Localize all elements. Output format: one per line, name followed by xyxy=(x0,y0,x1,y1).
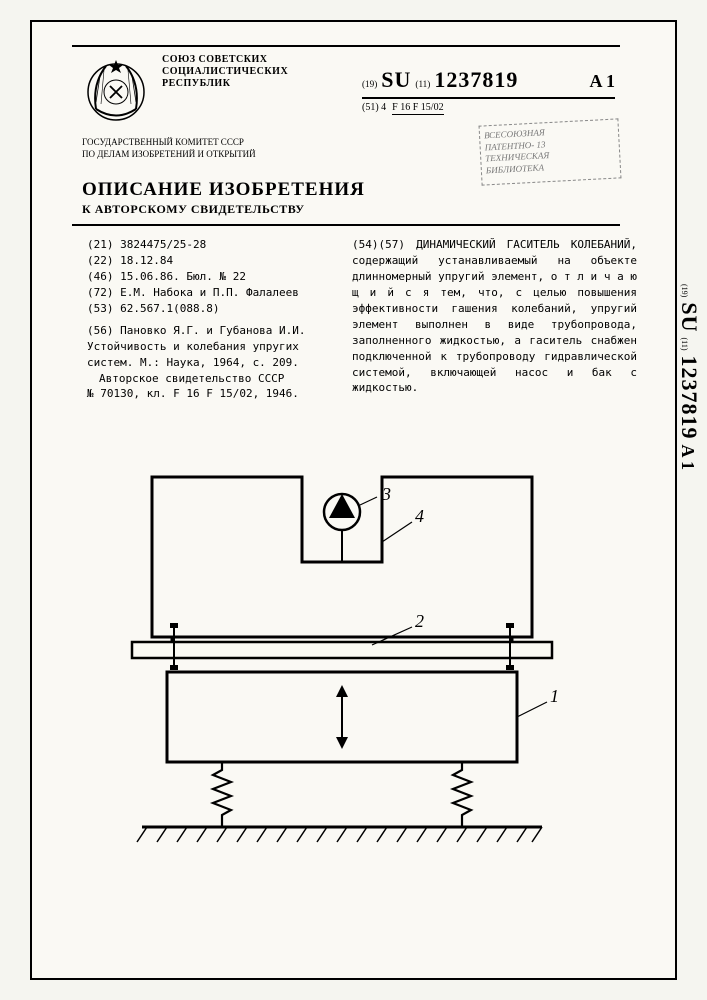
committee-line: ПО ДЕЛАМ ИЗОБРЕТЕНИЙ И ОТКРЫТИЙ xyxy=(82,149,302,161)
org-name: СОЮЗ СОВЕТСКИХ СОЦИАЛИСТИЧЕСКИХ РЕСПУБЛИ… xyxy=(162,54,322,90)
committee-name: ГОСУДАРСТВЕННЫЙ КОМИТЕТ СССР ПО ДЕЛАМ ИЗ… xyxy=(82,137,302,160)
field-46: (46) 15.06.86. Бюл. № 22 xyxy=(87,269,327,285)
ground-hatch-icon xyxy=(137,827,542,842)
figure-label-3: 3 xyxy=(381,484,391,504)
field-53: (53) 62.567.1(088.8) xyxy=(87,301,327,317)
code-11-label: (11) xyxy=(680,337,689,350)
rule-mid xyxy=(72,224,620,226)
ipc-classification: (51) 4 F 16 F 15/02 xyxy=(362,102,444,115)
code-11-label: (11) xyxy=(415,79,430,89)
abstract-text: (54)(57) ДИНАМИЧЕСКИЙ ГАСИТЕЛЬ КОЛЕБАНИЙ… xyxy=(352,237,637,396)
org-line: СОЮЗ СОВЕТСКИХ xyxy=(162,54,322,66)
country-code: SU xyxy=(676,302,702,332)
field-22: (22) 18.12.84 xyxy=(87,253,327,269)
document-id: (19) SU (11) 1237819 A 1 xyxy=(362,67,615,99)
spine-id: (19) SU (11) 1237819 A 1 xyxy=(676,284,702,470)
field-56: Устойчивость и колебания упругих xyxy=(87,339,327,355)
code-19-label: (19) xyxy=(680,284,689,297)
doc-subtitle: К АВТОРСКОМУ СВИДЕТЕЛЬСТВУ xyxy=(82,202,305,217)
org-line: СОЦИАЛИСТИЧЕСКИХ xyxy=(162,66,322,78)
doc-title: ОПИСАНИЕ ИЗОБРЕТЕНИЯ xyxy=(82,179,365,201)
patent-number: 1237819 xyxy=(676,355,702,439)
patent-number: 1237819 xyxy=(434,67,518,93)
field-56: (56) Пановко Я.Г. и Губанова И.И. xyxy=(87,323,327,339)
kind-code: A 1 xyxy=(589,71,615,92)
ipc-code: F 16 F 15/02 xyxy=(392,102,443,115)
page-frame: СОЮЗ СОВЕТСКИХ СОЦИАЛИСТИЧЕСКИХ РЕСПУБЛИ… xyxy=(30,20,677,980)
country-code: SU xyxy=(381,67,411,93)
figure-label-2: 2 xyxy=(415,611,424,631)
figure-label-4: 4 xyxy=(415,506,424,526)
field-56: Авторское свидетельство СССР xyxy=(87,371,327,387)
committee-line: ГОСУДАРСТВЕННЫЙ КОМИТЕТ СССР xyxy=(82,137,302,149)
code-19-label: (19) xyxy=(362,79,377,89)
figure-label-1: 1 xyxy=(550,686,559,706)
kind-code: A 1 xyxy=(677,444,698,470)
field-56: систем. М.: Наука, 1964, с. 209. xyxy=(87,355,327,371)
field-72: (72) Е.М. Набока и П.П. Фалалеев xyxy=(87,285,327,301)
field-56: № 70130, кл. F 16 F 15/02, 1946. xyxy=(87,386,327,402)
org-line: РЕСПУБЛИК xyxy=(162,78,322,90)
field-21: (21) 3824475/25-28 xyxy=(87,237,327,253)
library-stamp-icon: ВСЕСОЮЗНАЯ ПАТЕНТНО- 13 ТЕХНИЧЕСКАЯ БИБЛ… xyxy=(479,118,622,185)
rule-top xyxy=(72,45,620,47)
biblio-left-column: (21) 3824475/25-28 (22) 18.12.84 (46) 15… xyxy=(87,237,327,402)
code-51-label: (51) 4 xyxy=(362,102,386,113)
ussr-emblem-icon xyxy=(82,54,150,129)
patent-figure: 3 4 2 1 xyxy=(112,467,582,917)
